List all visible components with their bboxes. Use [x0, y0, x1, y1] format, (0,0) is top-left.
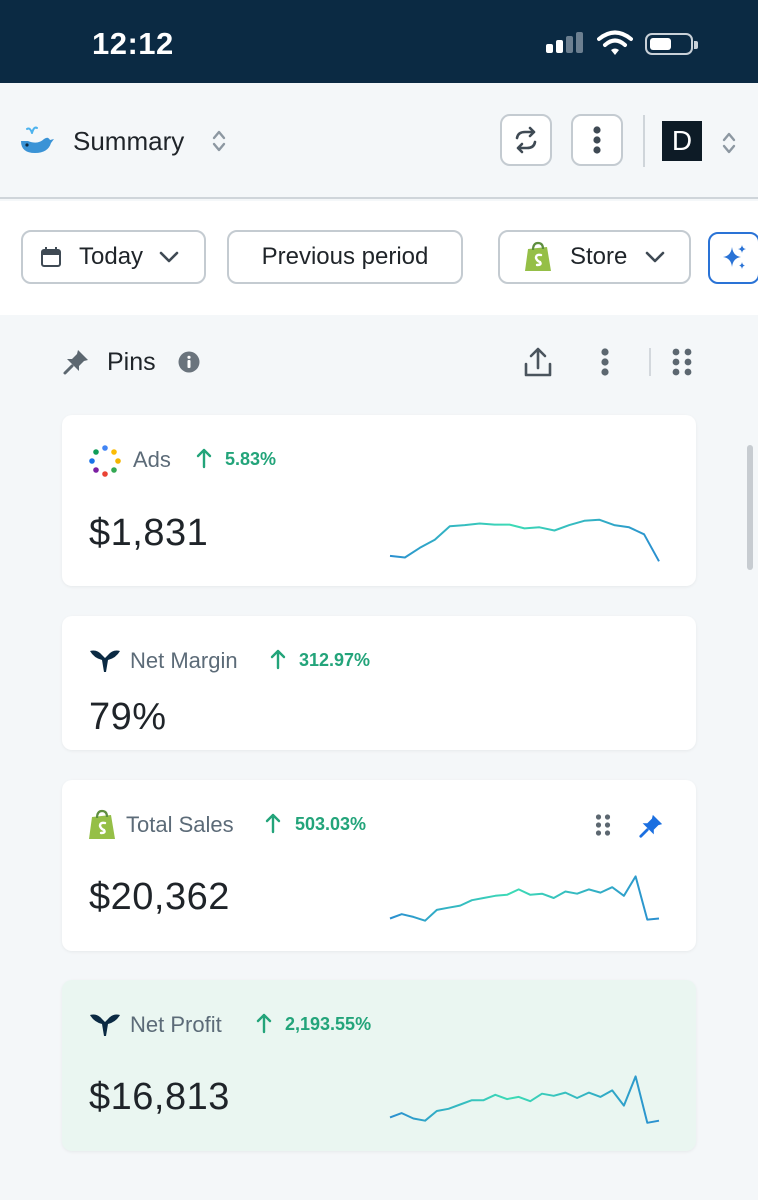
ads-channels-icon [89, 445, 121, 477]
info-icon[interactable] [178, 351, 200, 373]
pin-icon [63, 350, 88, 375]
metric-delta: 503.03% [295, 814, 367, 834]
page-title: Summary [73, 126, 185, 156]
arrow-up-icon [265, 813, 281, 834]
wifi-icon [597, 30, 633, 55]
compare-period-button[interactable]: Previous period [227, 230, 463, 284]
pins-section-title: Pins [107, 348, 156, 376]
drag-handle-icon[interactable] [671, 347, 693, 377]
metric-label: Net Margin [130, 648, 238, 673]
sync-icon [515, 126, 537, 154]
chevron-updown-icon[interactable] [722, 131, 736, 155]
workspace-avatar[interactable]: D [662, 121, 702, 161]
sparkline-path [389, 1075, 660, 1124]
more-options-button[interactable] [571, 114, 623, 166]
metric-card-net-margin[interactable]: Net Margin 312.97% 79% [62, 616, 696, 750]
chevron-down-icon [159, 251, 179, 263]
pin-filled-icon[interactable] [638, 813, 664, 839]
ai-assistant-button[interactable] [708, 232, 758, 284]
metric-delta: 5.83% [225, 449, 277, 469]
metric-value: $16,813 [89, 1076, 230, 1118]
shopify-icon [525, 241, 551, 271]
metric-card-net-profit[interactable]: Net Profit 2,193.55% $16,813 [62, 980, 696, 1151]
arrow-up-icon [256, 1013, 272, 1034]
pins-toolbar-divider [649, 348, 651, 376]
calendar-icon [41, 247, 61, 267]
metric-label: Total Sales [126, 812, 234, 837]
metric-value: 79% [89, 696, 167, 738]
metric-label: Ads [133, 447, 171, 472]
metric-value: $20,362 [89, 876, 230, 918]
store-label: Store [570, 243, 628, 270]
compare-period-label: Previous period [261, 243, 429, 270]
whale-logo-icon [21, 126, 54, 153]
triple-whale-tail-icon [90, 1014, 120, 1036]
metric-delta: 2,193.55% [285, 1014, 372, 1034]
header-divider [643, 115, 645, 167]
store-dropdown[interactable]: Store [498, 230, 691, 284]
more-vertical-icon [593, 126, 601, 154]
date-range-label: Today [79, 243, 144, 270]
total-sales-sparkline [389, 875, 660, 922]
battery-icon [645, 33, 698, 55]
metric-card-total-sales[interactable]: Total Sales 503.03% $20,362 [62, 780, 696, 951]
share-export-icon[interactable] [523, 346, 553, 378]
arrow-up-icon [270, 649, 286, 670]
arrow-up-icon [196, 448, 212, 469]
more-vertical-icon[interactable] [599, 347, 611, 377]
ads-sparkline [389, 518, 660, 562]
status-time: 12:12 [92, 26, 174, 61]
sparkline-path [389, 518, 660, 562]
shopify-icon [89, 809, 115, 839]
status-bar: 12:12 [0, 0, 758, 83]
scrollbar[interactable] [747, 445, 753, 570]
metric-card-ads[interactable]: Ads 5.83% $1,831 [62, 415, 696, 586]
refresh-button[interactable] [500, 114, 552, 166]
cellular-signal-icon [546, 32, 583, 53]
net-profit-sparkline [389, 1075, 660, 1124]
chevron-down-icon [646, 251, 665, 263]
metric-value: $1,831 [89, 512, 209, 554]
filter-bar: Today Previous period Store [0, 201, 758, 315]
sparkline-path [389, 875, 660, 922]
triple-whale-tail-icon [90, 650, 120, 672]
metric-label: Net Profit [130, 1012, 222, 1037]
sparkle-icon [723, 245, 746, 269]
drag-handle-icon[interactable] [595, 813, 611, 837]
app-header: Summary D [0, 83, 758, 199]
metric-delta: 312.97% [299, 650, 371, 670]
date-range-dropdown[interactable]: Today [21, 230, 206, 284]
chevron-updown-icon[interactable] [212, 129, 226, 153]
